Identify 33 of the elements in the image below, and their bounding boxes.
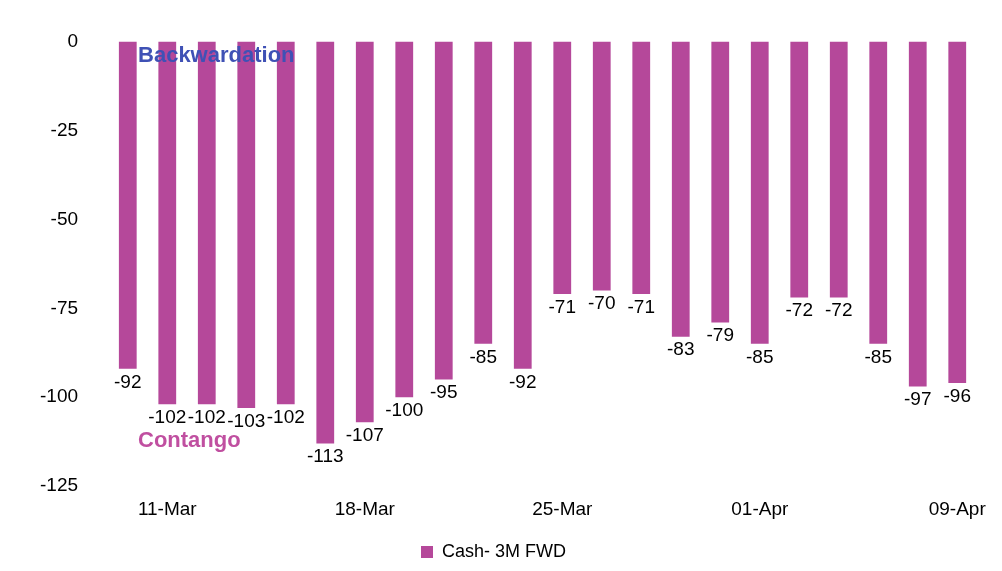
data-label: -107 [345, 423, 384, 445]
data-label: -70 [588, 292, 616, 314]
data-label: -85 [746, 345, 774, 367]
data-label: -102 [148, 406, 187, 428]
x-tick-label: 25-Mar [532, 497, 594, 519]
y-tick-label: 0 [67, 29, 79, 51]
y-tick-label: -50 [50, 207, 79, 229]
data-label: -97 [904, 388, 932, 410]
x-tick-label: 01-Apr [731, 497, 789, 519]
data-label: -95 [430, 381, 458, 403]
x-tick-label: 18-Mar [334, 497, 396, 519]
data-label: -100 [385, 398, 424, 420]
data-label: -85 [864, 345, 892, 367]
data-label: -92 [114, 370, 142, 392]
data-label: -79 [706, 324, 734, 346]
x-tick-label: 09-Apr [928, 497, 987, 519]
data-label: -72 [785, 299, 813, 321]
y-tick-label: -100 [40, 385, 79, 407]
data-label: -102 [266, 406, 305, 428]
data-label: -83 [667, 338, 695, 360]
data-label: -102 [187, 406, 226, 428]
y-tick-label: -75 [50, 296, 79, 318]
data-label: -96 [943, 384, 971, 406]
data-label: -113 [306, 445, 344, 467]
y-tick-label: -125 [40, 474, 79, 496]
legend-label: Cash- 3M FWD [442, 540, 567, 561]
data-label: -72 [825, 299, 853, 321]
x-tick-label: 11-Mar [137, 497, 198, 519]
data-label: -71 [627, 295, 655, 317]
data-label: -92 [509, 370, 537, 392]
data-label: -85 [469, 345, 497, 367]
y-tick-label: -25 [50, 118, 79, 140]
data-label: -71 [548, 295, 576, 317]
